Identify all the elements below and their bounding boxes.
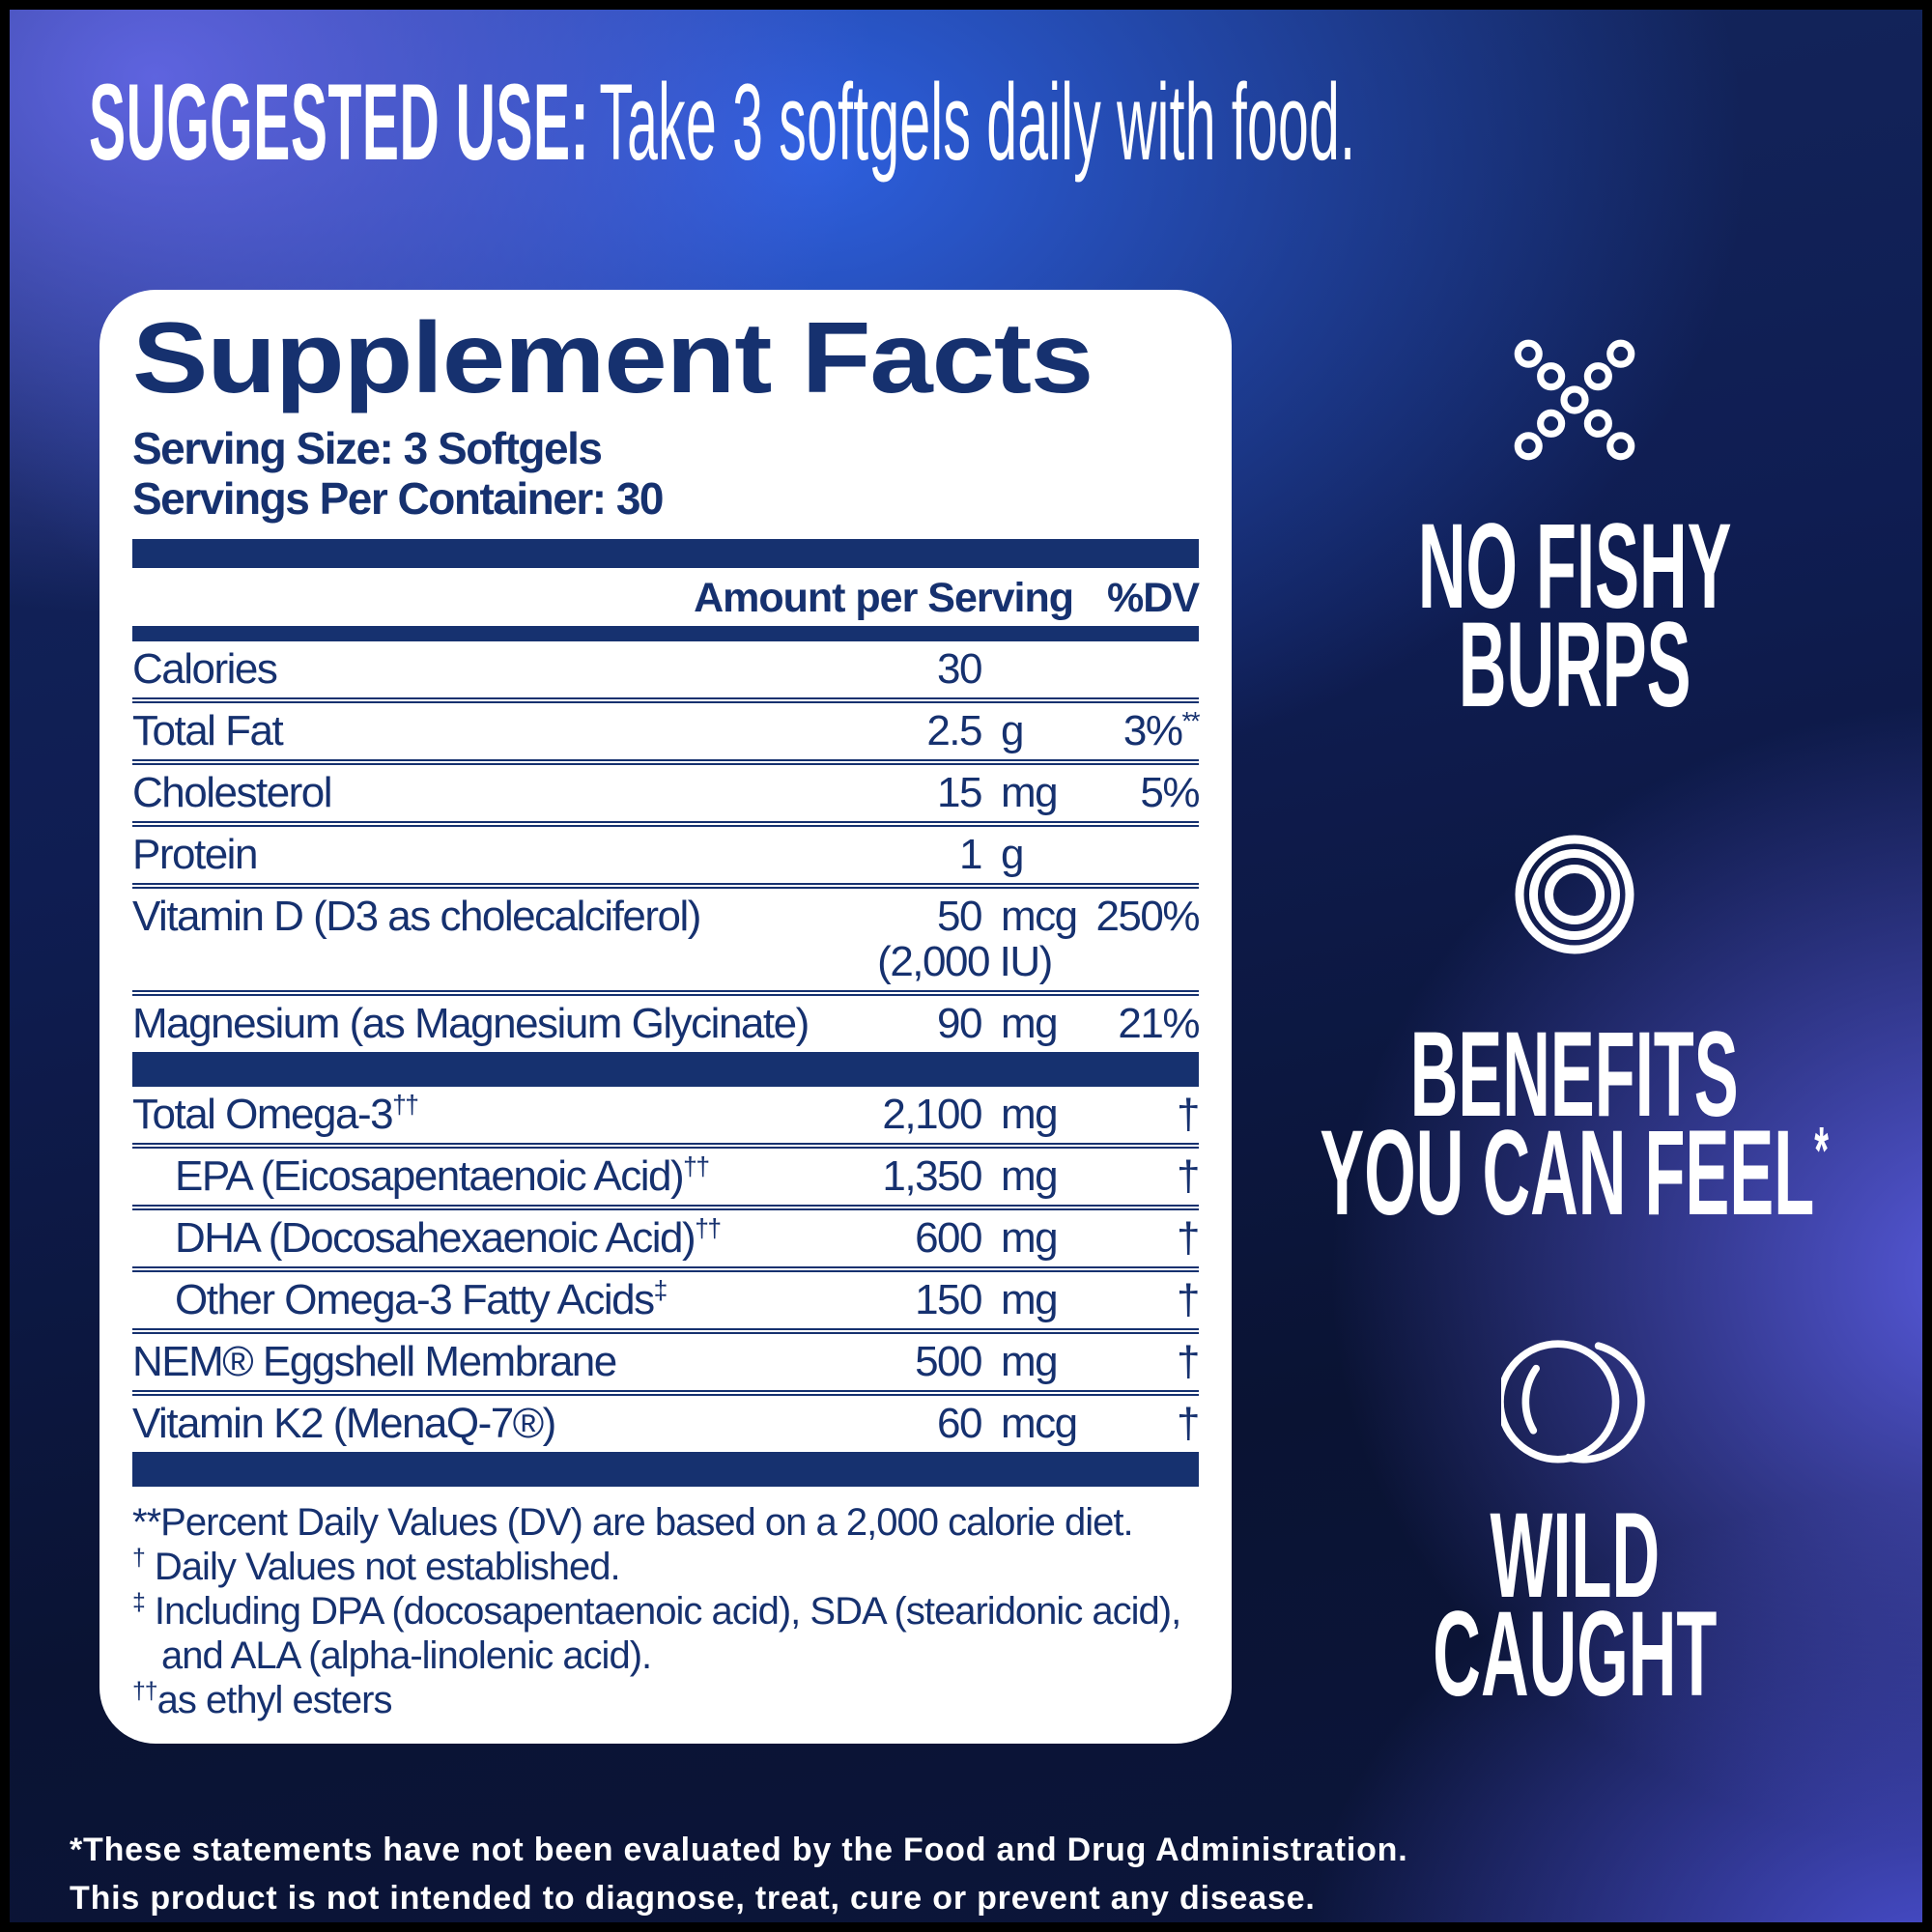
bubbles-x-icon bbox=[1514, 339, 1635, 461]
row-amount: 1 bbox=[959, 831, 982, 878]
benefit-heading-no-fishy-burps: NO FISHY BURPS bbox=[1417, 499, 1732, 732]
row-dv: † bbox=[1177, 1214, 1200, 1262]
footnotes: **Percent Daily Values (DV) are based on… bbox=[132, 1500, 1199, 1722]
table-row-dha: DHA (Docosahexaenoic Acid)†† 600 mg † bbox=[132, 1205, 1201, 1266]
wild-caught-circles-icon bbox=[1501, 1340, 1645, 1463]
table-row-calories: Calories 30 bbox=[132, 641, 1199, 697]
row-unit: g bbox=[1001, 707, 1024, 754]
column-header-dv: %DV bbox=[1107, 575, 1200, 621]
benefit-line: YOU CAN FEEL* bbox=[1320, 1106, 1830, 1240]
suggested-use-heading: SUGGESTED USE:Take 3 softgels daily with… bbox=[89, 66, 1355, 180]
benefit-line: WILD bbox=[1490, 1489, 1660, 1623]
footnote-dv-basis: **Percent Daily Values (DV) are based on… bbox=[132, 1501, 1134, 1544]
row-unit: mcg bbox=[1001, 893, 1078, 940]
row-amount: 500 bbox=[915, 1338, 982, 1385]
row-dv: 3%** bbox=[1122, 706, 1201, 754]
row-dv: † bbox=[1177, 1400, 1200, 1447]
row-unit: mcg bbox=[1001, 1400, 1078, 1447]
benefit-heading-benefits-you-can-feel: BENEFITS YOU CAN FEEL* bbox=[1320, 1008, 1830, 1240]
benefit-line: BENEFITS bbox=[1410, 1008, 1739, 1142]
row-dv: † bbox=[1177, 1276, 1200, 1323]
table-row-nem-eggshell: NEM® Eggshell Membrane 500 mg † bbox=[132, 1328, 1201, 1390]
row-unit: mg bbox=[1001, 769, 1059, 816]
benefit-line: CAUGHT bbox=[1432, 1587, 1718, 1721]
servings-per-container: Servings Per Container: 30 bbox=[132, 473, 664, 524]
row-amount: 50 bbox=[937, 893, 982, 940]
serving-size: Serving Size: 3 Softgels bbox=[132, 423, 603, 473]
divider-bar-thick bbox=[132, 1052, 1199, 1087]
disclaimer-line-2: This product is not intended to diagnose… bbox=[70, 1880, 1316, 1917]
row-unit: mg bbox=[1001, 1091, 1059, 1138]
row-dv: † bbox=[1177, 1091, 1200, 1138]
column-header-amount: Amount per Serving bbox=[694, 575, 1074, 621]
table-row-magnesium: Magnesium (as Magnesium Glycinate) 90 mg… bbox=[132, 990, 1201, 1052]
table-row-total-omega3: Total Omega-3†† 2,100 mg † bbox=[132, 1087, 1201, 1143]
table-row-other-omega3: Other Omega-3 Fatty Acids‡ 150 mg † bbox=[132, 1266, 1201, 1328]
supplement-facts-panel: Supplement Facts Serving Size: 3 Softgel… bbox=[99, 290, 1232, 1744]
row-amount-iu: (2,000 IU) bbox=[877, 938, 1053, 985]
row-amount: 2,100 bbox=[882, 1091, 982, 1138]
row-name: Protein bbox=[132, 831, 258, 878]
table-row-cholesterol: Cholesterol 15 mg 5% bbox=[132, 759, 1201, 821]
row-amount: 600 bbox=[915, 1214, 982, 1262]
benefit-line: NO FISHY bbox=[1417, 499, 1732, 634]
footnote-ethyl-esters: ††as ethyl esters bbox=[132, 1678, 392, 1721]
benefit-heading-wild-caught: WILD CAUGHT bbox=[1432, 1489, 1718, 1721]
divider-bar-thin bbox=[132, 626, 1199, 641]
row-amount: 1,350 bbox=[882, 1152, 982, 1200]
row-amount: 15 bbox=[937, 769, 982, 816]
row-amount: 2.5 bbox=[926, 707, 982, 754]
divider-bar-thick bbox=[132, 1452, 1199, 1487]
row-unit: g bbox=[1001, 831, 1024, 878]
row-name: DHA (Docosahexaenoic Acid)†† bbox=[175, 1213, 722, 1262]
table-row-protein: Protein 1 g bbox=[132, 821, 1199, 883]
row-unit: mg bbox=[1001, 1000, 1059, 1047]
row-name: EPA (Eicosapentaenoic Acid)†† bbox=[175, 1151, 710, 1200]
benefits-column: NO FISHY BURPS BENEFITS YOU CAN FEEL* WI… bbox=[1265, 290, 1884, 1721]
disclaimer-line-1: *These statements have not been evaluate… bbox=[70, 1832, 1408, 1868]
row-name: Vitamin K2 (MenaQ-7®) bbox=[132, 1400, 556, 1447]
row-unit: mg bbox=[1001, 1214, 1059, 1262]
table-row-epa: EPA (Eicosapentaenoic Acid)†† 1,350 mg † bbox=[132, 1143, 1201, 1205]
panel-title: Supplement Facts bbox=[132, 302, 1094, 414]
row-name: Vitamin D (D3 as cholecalciferol) bbox=[132, 893, 701, 940]
row-name: Calories bbox=[132, 645, 278, 693]
row-name: Total Omega-3†† bbox=[132, 1090, 419, 1138]
row-dv: † bbox=[1177, 1338, 1200, 1385]
suggested-use-label: SUGGESTED USE: bbox=[89, 62, 590, 183]
row-dv: 250% bbox=[1095, 893, 1200, 940]
row-name: Cholesterol bbox=[132, 769, 333, 816]
row-amount: 150 bbox=[915, 1276, 982, 1323]
row-dv: 21% bbox=[1118, 1000, 1200, 1047]
row-unit: mg bbox=[1001, 1338, 1059, 1385]
serving-info: Serving Size: 3 Softgels Servings Per Co… bbox=[132, 423, 1199, 524]
table-row-total-fat: Total Fat 2.5 g 3%** bbox=[132, 697, 1201, 759]
table-header-row: Amount per Serving %DV bbox=[132, 568, 1200, 626]
row-name: Other Omega-3 Fatty Acids‡ bbox=[175, 1275, 668, 1323]
row-unit: mg bbox=[1001, 1276, 1059, 1323]
row-amount-group: 50 mcg (2,000 IU) bbox=[812, 894, 1078, 984]
table-row-vitamin-k2: Vitamin K2 (MenaQ-7®) 60 mcg † bbox=[132, 1390, 1201, 1452]
footnote-including: ‡ Including DPA (docosapentaenoic acid),… bbox=[132, 1589, 1181, 1633]
row-amount: 90 bbox=[937, 1000, 982, 1047]
footnote-including-cont: and ALA (alpha-linolenic acid). bbox=[161, 1634, 652, 1677]
row-amount: 60 bbox=[937, 1400, 982, 1447]
row-name: Total Fat bbox=[132, 707, 284, 754]
row-name: Magnesium (as Magnesium Glycinate) bbox=[132, 1000, 810, 1047]
footnote-daily-values: † Daily Values not established. bbox=[132, 1545, 621, 1588]
suggested-use-text: Take 3 softgels daily with food. bbox=[599, 62, 1356, 183]
divider-bar-thick bbox=[132, 539, 1199, 568]
row-unit: mg bbox=[1001, 1152, 1059, 1200]
row-name: NEM® Eggshell Membrane bbox=[132, 1338, 617, 1385]
table-row-vitamin-d: Vitamin D (D3 as cholecalciferol) 50 mcg… bbox=[132, 883, 1201, 990]
fda-disclaimer: *These statements have not been evaluate… bbox=[70, 1826, 1407, 1922]
ripple-rings-icon bbox=[1515, 835, 1634, 954]
row-amount: 30 bbox=[937, 645, 982, 693]
benefit-line: BURPS bbox=[1458, 598, 1691, 732]
row-dv: † bbox=[1177, 1152, 1200, 1200]
row-dv: 5% bbox=[1140, 769, 1200, 816]
